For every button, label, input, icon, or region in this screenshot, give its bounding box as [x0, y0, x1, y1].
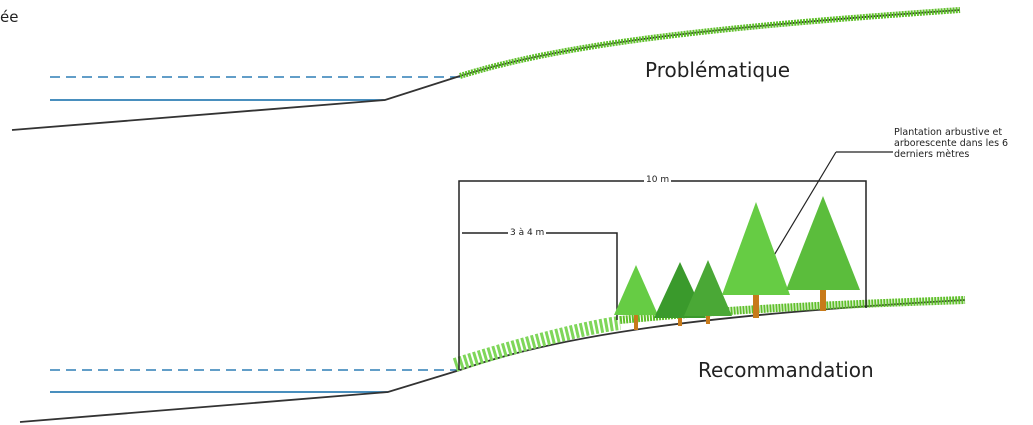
- tree-small-1: [614, 265, 658, 330]
- cut-off-label: ée: [0, 8, 19, 26]
- shrub-strip: [452, 316, 621, 372]
- dim-frame-3-4m: [462, 232, 618, 320]
- grass-strip-top: [459, 7, 961, 79]
- tree-small-3: [684, 260, 732, 324]
- problem-profile: [11, 7, 961, 131]
- ground-line-bottom: [19, 299, 966, 423]
- dimension-label-3-4m: 3 à 4 m: [508, 228, 547, 238]
- note-leader-line: [769, 151, 837, 263]
- planting-note: Plantation arbustive et arborescente dan…: [894, 127, 1009, 160]
- tree-large-2: [786, 196, 860, 311]
- dimension-label-10m: 10 m: [644, 175, 672, 185]
- tree-large-1: [722, 202, 790, 318]
- ground-line-top: [11, 9, 961, 131]
- recommendation-title: Recommandation: [698, 358, 874, 382]
- recommendation-profile: [19, 151, 966, 423]
- problem-title: Problématique: [645, 58, 791, 82]
